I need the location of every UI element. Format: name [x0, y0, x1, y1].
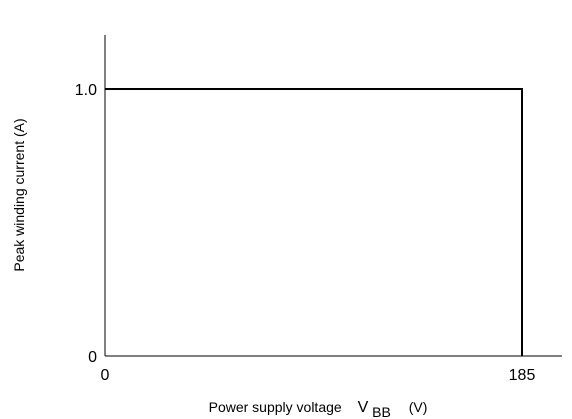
- axes: [104, 35, 562, 357]
- y-tick-label: 1.0: [75, 82, 97, 99]
- y-axis-title: Peak winding current (A): [11, 118, 27, 271]
- y-tick-label: 0: [88, 349, 97, 366]
- x-axis-title-main: Power supply voltage: [209, 399, 342, 415]
- y-tick-labels: 01.0: [75, 82, 97, 366]
- x-axis-title: Power supply voltage V BB (V): [209, 399, 428, 419]
- x-axis-title-symbol: V: [358, 399, 369, 416]
- x-tick-label: 0: [101, 367, 110, 384]
- series-line: [105, 88, 523, 356]
- x-tick-label: 185: [509, 367, 536, 384]
- x-axis-title-subscript: BB: [372, 404, 391, 419]
- x-tick-labels: 0 185: [101, 367, 536, 384]
- x-axis-title-unit: (V): [409, 399, 428, 415]
